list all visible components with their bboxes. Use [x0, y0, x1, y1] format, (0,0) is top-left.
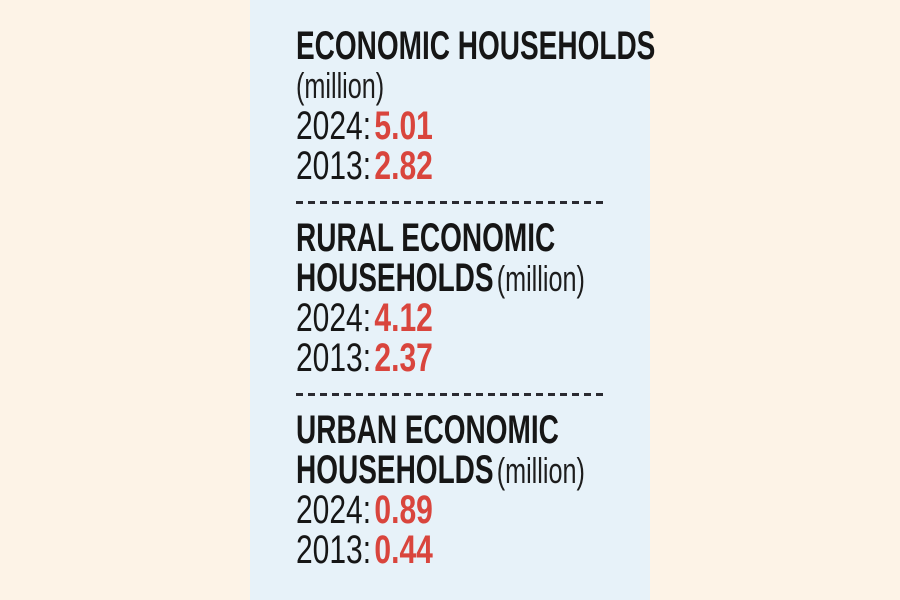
year-label: 2013:: [296, 528, 372, 572]
stat-row: 2013: 2.82: [296, 146, 616, 186]
year-label: 2013:: [296, 336, 372, 380]
section-title: ECONOMIC HOUSEHOLDS: [296, 24, 656, 68]
section-divider: [296, 393, 604, 396]
section-divider: [296, 201, 604, 204]
section-title: URBAN ECONOMIC: [296, 408, 559, 452]
year-label: 2024:: [296, 488, 372, 532]
year-label: 2013:: [296, 144, 372, 188]
stat-row: 2024: 4.12: [296, 298, 616, 338]
stat-row: 2013: 2.37: [296, 338, 616, 378]
section-title-continued: HOUSEHOLDS: [296, 448, 494, 492]
stat-value: 2.82: [374, 144, 433, 188]
section-title-line: HOUSEHOLDS (million): [296, 256, 616, 300]
section-rural-economic-households: RURAL ECONOMIC HOUSEHOLDS (million) 2024…: [296, 218, 616, 378]
unit-label: (million): [296, 65, 385, 106]
section-title-line: ECONOMIC HOUSEHOLDS: [296, 26, 655, 66]
stat-row: 2024: 5.01: [296, 106, 616, 146]
year-label: 2024:: [296, 104, 372, 148]
section-title: RURAL ECONOMIC: [296, 216, 556, 260]
section-title-line: URBAN ECONOMIC: [296, 410, 616, 450]
section-urban-economic-households: URBAN ECONOMIC HOUSEHOLDS (million) 2024…: [296, 410, 616, 570]
stat-value: 0.89: [374, 488, 433, 532]
year-label: 2024:: [296, 296, 372, 340]
stat-row: 2013: 0.44: [296, 530, 616, 570]
section-economic-households: ECONOMIC HOUSEHOLDS (million) 2024: 5.01…: [296, 26, 655, 186]
info-panel: ECONOMIC HOUSEHOLDS (million) 2024: 5.01…: [250, 0, 655, 600]
panel-content: ECONOMIC HOUSEHOLDS (million) 2024: 5.01…: [296, 26, 655, 570]
stat-value: 5.01: [374, 104, 433, 148]
stat-value: 2.37: [374, 336, 433, 380]
unit-label: (million): [496, 450, 585, 491]
unit-line: (million): [296, 66, 616, 106]
stat-row: 2024: 0.89: [296, 490, 616, 530]
section-title-continued: HOUSEHOLDS: [296, 256, 494, 300]
section-title-line: HOUSEHOLDS (million): [296, 448, 616, 492]
section-title-line: RURAL ECONOMIC: [296, 218, 616, 258]
stat-value: 0.44: [374, 528, 433, 572]
stat-value: 4.12: [374, 296, 433, 340]
unit-label: (million): [496, 258, 585, 299]
